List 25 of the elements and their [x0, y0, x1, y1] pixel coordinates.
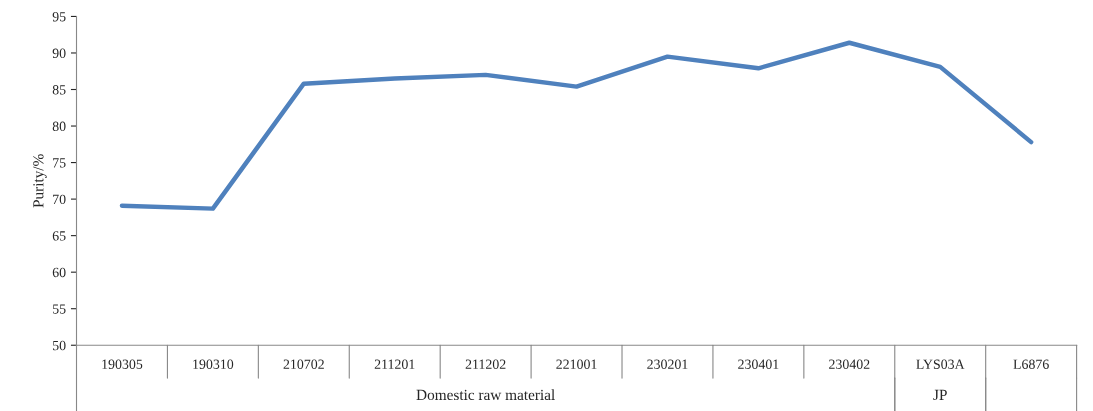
y-tick-label: 70	[53, 194, 66, 205]
y-tick-label: 80	[52, 121, 66, 131]
x-tick-label: 230402	[829, 359, 870, 369]
y-tick-label: 75	[53, 158, 66, 168]
y-tick-label: 50	[53, 340, 66, 351]
x-tick-label: 190305	[102, 359, 143, 369]
x-tick-label: 211201	[374, 359, 415, 369]
text: JP	[933, 389, 947, 401]
x-tick-label: 221001	[556, 359, 597, 369]
y-tick-label: 65	[52, 231, 66, 241]
x-tick-label: LYS03A	[916, 359, 965, 369]
x-tick-label: 211202	[465, 359, 506, 369]
y-tick-label: 60	[52, 267, 66, 278]
text: Domestic raw material	[416, 389, 555, 401]
y-tick-label: 90	[52, 48, 66, 58]
y-tick-label: 95	[52, 12, 66, 22]
x-tick-label: 230201	[647, 359, 688, 369]
line-series	[119, 40, 1034, 211]
y-tick-label: 85	[52, 85, 66, 95]
x-tick-label: 190310	[193, 359, 234, 369]
y-axis-title: Purity/%	[33, 154, 47, 208]
x-tick-label: L6876	[1013, 359, 1049, 369]
x-tick-label: 230401	[738, 359, 779, 369]
x-tick-label: 210702	[283, 359, 324, 369]
y-tick-label: 55	[53, 304, 66, 314]
